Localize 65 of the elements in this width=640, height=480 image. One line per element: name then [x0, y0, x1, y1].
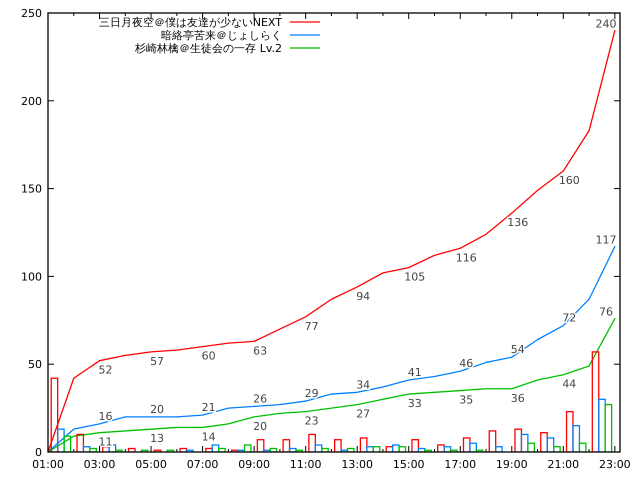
y-tick-label: 50 — [28, 358, 42, 372]
data-label: 26 — [253, 392, 268, 406]
y-tick-label: 200 — [21, 94, 42, 108]
bar — [321, 448, 329, 452]
data-label: 54 — [510, 343, 525, 356]
data-label: 20 — [253, 420, 268, 433]
data-label: 41 — [408, 366, 422, 380]
data-label: 77 — [304, 320, 319, 333]
data-label: 29 — [304, 387, 319, 400]
data-label: 116 — [456, 251, 477, 264]
data-label: 94 — [356, 290, 370, 303]
bar — [553, 446, 561, 452]
bar — [270, 448, 278, 452]
legend-label: 杉崎林檎＠生徒会の一存 Lv.2 — [134, 42, 282, 55]
bar — [604, 404, 612, 452]
data-label: 11 — [98, 436, 113, 449]
data-label: 60 — [202, 350, 216, 363]
x-tick-label: 11:00 — [290, 458, 322, 471]
data-label: 16 — [98, 410, 113, 423]
data-label: 35 — [459, 394, 474, 407]
data-label: 14 — [202, 430, 216, 444]
x-tick-label: 19:00 — [496, 458, 528, 471]
data-label: 44 — [562, 378, 576, 391]
x-tick-label: 07:00 — [186, 458, 218, 471]
x-tick-label: 15:00 — [392, 458, 425, 471]
data-label: 76 — [599, 306, 613, 319]
bar — [527, 442, 535, 452]
x-tick-label: 01:00 — [32, 458, 64, 471]
bar — [218, 448, 226, 452]
y-tick-label: 100 — [21, 270, 42, 284]
data-label: 63 — [253, 344, 268, 358]
line-series — [48, 30, 616, 452]
bar — [244, 444, 252, 452]
data-label: 136 — [507, 216, 528, 230]
x-tick-label: 23:00 — [598, 458, 631, 471]
data-label: 20 — [150, 402, 164, 416]
x-tick-label: 09:00 — [238, 458, 270, 471]
data-label: 240 — [596, 18, 616, 31]
data-label: 23 — [304, 414, 319, 428]
x-tick-label: 03:00 — [84, 458, 116, 471]
data-label: 13 — [150, 432, 164, 446]
x-tick-label: 17:00 — [444, 458, 476, 471]
line-series — [48, 246, 616, 452]
x-tick-label: 05:00 — [135, 458, 167, 471]
y-tick-label: 250 — [21, 7, 42, 20]
data-label: 21 — [202, 401, 216, 414]
data-label: 33 — [408, 397, 422, 410]
y-tick-label: 150 — [21, 182, 42, 196]
data-label: 27 — [356, 408, 370, 421]
legend-label: 三日月夜空＠僕は友達が少ないNEXT — [98, 16, 282, 29]
bar — [578, 442, 587, 452]
data-label: 34 — [356, 378, 370, 392]
data-label: 52 — [98, 364, 113, 377]
bar — [372, 446, 380, 452]
data-label: 36 — [510, 392, 525, 405]
data-label: 46 — [459, 357, 474, 370]
data-label: 160 — [558, 174, 580, 188]
y-tick-label: 0 — [35, 446, 42, 459]
bar — [495, 446, 503, 452]
data-label: 105 — [404, 270, 426, 284]
x-tick-label: 21:00 — [547, 458, 580, 471]
data-label: 117 — [596, 234, 616, 247]
data-label: 57 — [150, 354, 164, 368]
legend-label: 暗絡亭苦来＠じょしらく — [161, 29, 282, 42]
x-tick-label: 13:00 — [341, 458, 374, 471]
